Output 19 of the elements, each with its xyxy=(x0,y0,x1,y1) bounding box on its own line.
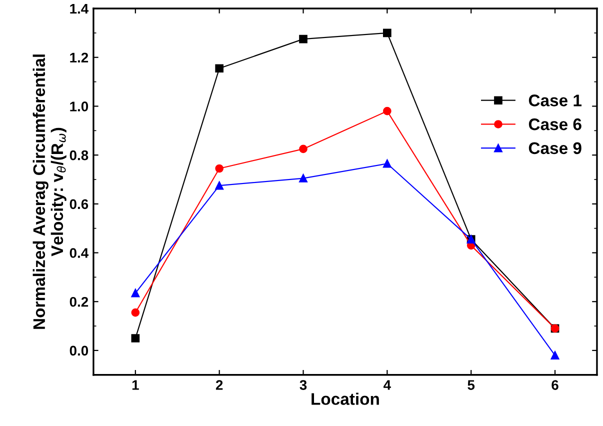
x-tick-label: 6 xyxy=(552,380,558,390)
y-tick-label: 0.8 xyxy=(70,150,88,160)
x-tick-label: 5 xyxy=(468,380,475,390)
y-tick-label: 0.4 xyxy=(70,248,89,258)
y-tick-label: 1.4 xyxy=(70,4,89,14)
y-tick-label: 0.2 xyxy=(70,296,88,307)
legend-label: Case 1 xyxy=(528,94,582,106)
x-tick-label: 4 xyxy=(384,380,391,390)
legend-label: Case 6 xyxy=(528,118,582,130)
x-tick-label: 2 xyxy=(216,380,223,390)
legend-label: Case 9 xyxy=(528,142,582,154)
x-tick-label: 1 xyxy=(132,380,139,390)
y-tick-label: 1.2 xyxy=(70,52,88,62)
x-axis-title: Location xyxy=(312,392,379,405)
y-tick-label: 0.0 xyxy=(70,346,88,356)
x-tick-label: 3 xyxy=(300,380,307,390)
y-tick-label: 1.0 xyxy=(70,102,88,112)
y-tick-label: 0.6 xyxy=(70,199,88,210)
y-axis-title: Normalized Averag Circumferential Velocity: v$_{θ}$/(R$_{ω}$) xyxy=(32,54,66,329)
